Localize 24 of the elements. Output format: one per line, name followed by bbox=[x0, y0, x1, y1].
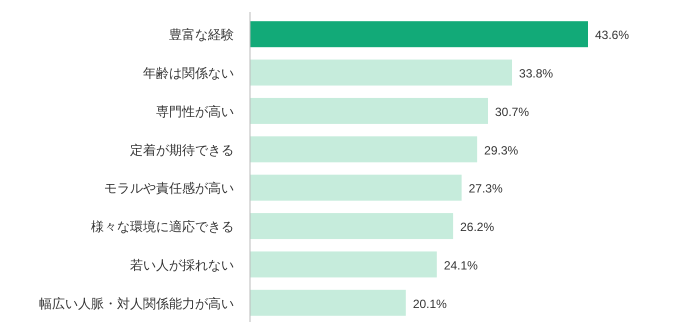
y-tick-label: 幅広い人脈・対人関係能力が高い bbox=[39, 296, 234, 311]
data-label: 43.6% bbox=[595, 28, 630, 42]
data-label: 30.7% bbox=[494, 104, 530, 119]
bar bbox=[250, 60, 512, 86]
bar bbox=[250, 21, 588, 48]
bar bbox=[250, 251, 437, 278]
data-label: 29.3% bbox=[484, 143, 518, 158]
bar bbox=[250, 174, 462, 201]
data-label: 27.3% bbox=[468, 182, 503, 196]
y-tick-label: 専門性が高い bbox=[156, 104, 234, 119]
y-tick-label: 年齢は関係ない bbox=[143, 66, 234, 81]
bar bbox=[250, 136, 478, 162]
bar bbox=[250, 98, 488, 124]
bar bbox=[250, 290, 406, 316]
data-label: 20.1% bbox=[412, 296, 448, 311]
y-tick-label: モラルや責任感が高い bbox=[104, 180, 234, 196]
data-label: 24.1% bbox=[444, 258, 478, 272]
y-tick-label: 若い人が採れない bbox=[130, 257, 234, 272]
data-label: 33.8% bbox=[519, 66, 554, 81]
data-label: 26.2% bbox=[460, 220, 494, 234]
bar bbox=[250, 213, 454, 240]
y-tick-label: 定着が期待できる bbox=[130, 142, 234, 158]
y-tick-label: 豊富な経験 bbox=[169, 27, 234, 42]
y-tick-label: 様々な環境に適応できる bbox=[91, 219, 234, 234]
